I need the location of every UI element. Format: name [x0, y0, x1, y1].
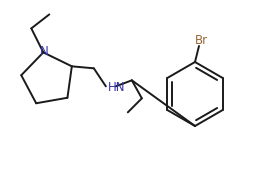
Text: N: N — [40, 45, 49, 58]
Text: HN: HN — [108, 81, 125, 94]
Text: Br: Br — [195, 33, 208, 47]
